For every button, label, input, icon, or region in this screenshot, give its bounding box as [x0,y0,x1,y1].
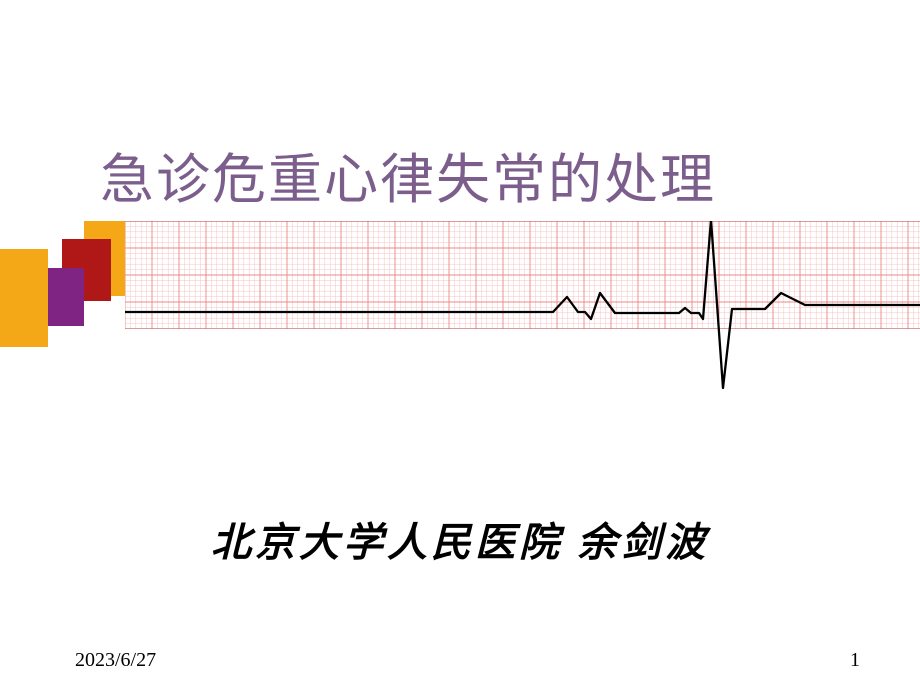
title-text: 急诊危重心律失常的处理 [100,150,716,210]
author-line: 北京大学人民医院 余剑波 [0,510,920,568]
decorative-color-bars [0,221,125,391]
footer-page-number: 1 [850,649,860,672]
ecg-graphic [0,221,920,391]
slide-title: 急诊危重心律失常的处理 [100,135,716,214]
ecg-grid-lines [125,221,920,329]
footer-date: 2023/6/27 [75,649,156,672]
author-text: 北京大学人民医院 余剑波 [211,520,709,565]
decorative-bar [0,249,48,347]
ecg-grid [125,221,920,329]
